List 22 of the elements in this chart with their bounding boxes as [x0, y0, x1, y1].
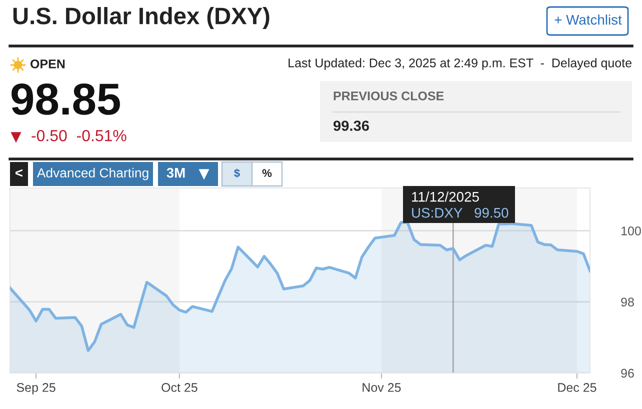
text: 99.36: [334, 120, 369, 131]
text: OPEN: [30, 60, 65, 68]
text: %: [262, 169, 272, 177]
text: Advanced Charting: [36, 168, 148, 180]
text: 98.85: [12, 83, 120, 115]
chart-title: U.S. Dollar Index (DXY): [13, 6, 270, 30]
x-tick-label: Nov 25: [362, 383, 401, 392]
x-tick-label: Sep 25: [16, 383, 56, 394]
x-tick-label: Dec 25: [558, 383, 596, 392]
text: 3M: [166, 168, 185, 178]
annotation: US:DXY 99.50: [412, 208, 508, 218]
y-tick-label: 100: [622, 226, 641, 236]
y-tick-label: 98: [621, 298, 634, 306]
text: -0.50 -0.51%: [32, 130, 126, 142]
text: Last Updated: Dec 3, 2025 at 2:49 p.m. EST - Delayed quote: [288, 58, 632, 70]
y-tick-label: 96: [621, 368, 634, 378]
x-tick-label: Oct 25: [162, 383, 198, 392]
text: $: [234, 168, 240, 178]
text: PREVIOUS CLOSE: [334, 92, 444, 100]
text: <: [16, 169, 22, 177]
annotation: 11/12/2025: [412, 192, 479, 202]
text: + Watchlist: [554, 14, 622, 25]
